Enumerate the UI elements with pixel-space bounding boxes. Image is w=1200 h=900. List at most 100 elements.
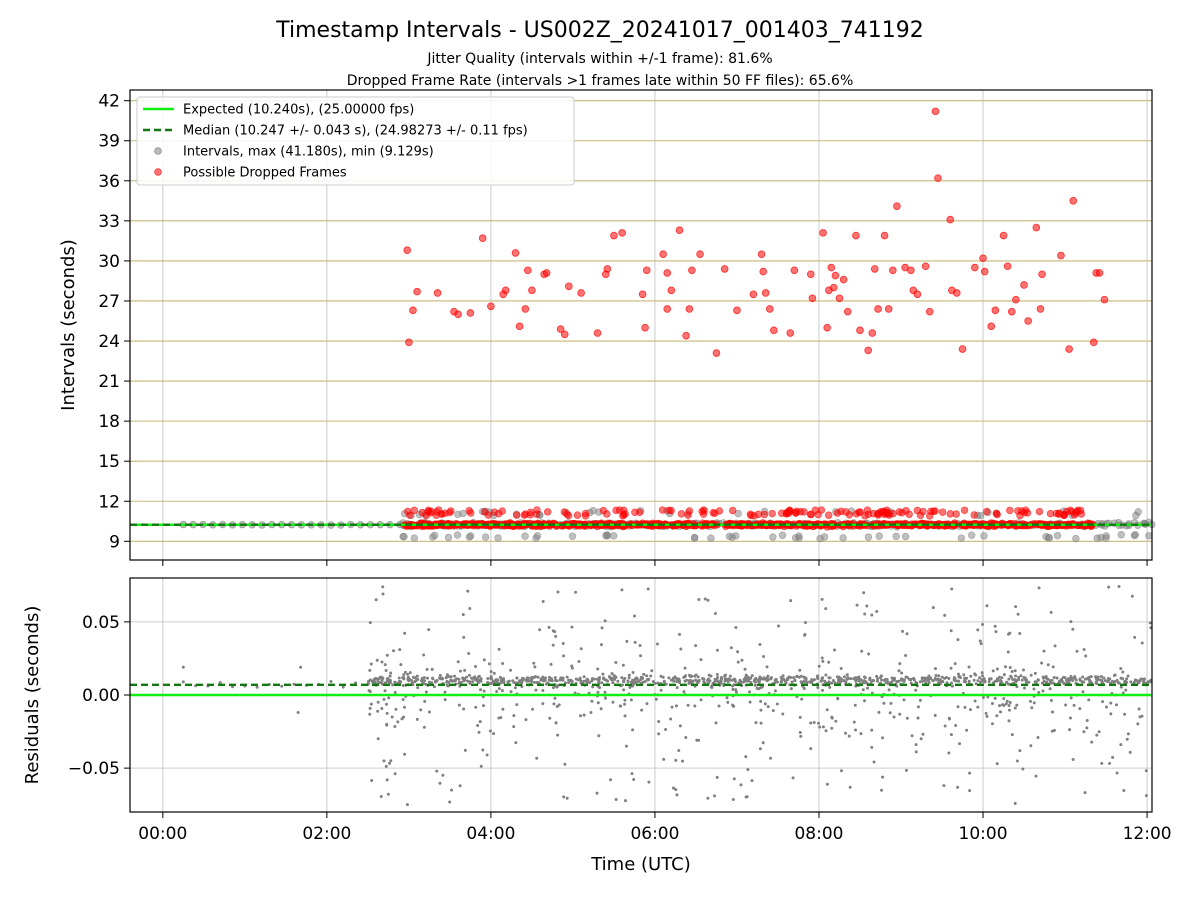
residual-point-171 xyxy=(482,689,486,693)
residual-point-84 xyxy=(862,591,866,595)
xtick-label-6: 12:00 xyxy=(1123,824,1172,844)
dropped-band-point-1272 xyxy=(1071,509,1080,517)
residual-point-1141 xyxy=(513,686,517,690)
residual-point-1175 xyxy=(974,682,978,686)
residual-point-493 xyxy=(1100,761,1104,765)
residual-point-105 xyxy=(1136,722,1140,726)
residual-point-1409 xyxy=(402,677,406,681)
residual-point-1092 xyxy=(650,669,654,673)
residual-point-1410 xyxy=(818,725,822,729)
residual-point-798 xyxy=(976,628,980,632)
residual-point-1341 xyxy=(697,597,701,601)
residual-point-1458 xyxy=(763,702,767,706)
residual-point-625 xyxy=(596,690,600,694)
residual-point-971 xyxy=(393,690,397,694)
x-axis-label: Time (UTC) xyxy=(590,854,691,875)
residual-point-1441 xyxy=(419,679,423,683)
residual-point-1071 xyxy=(567,678,571,682)
residual-point-305 xyxy=(845,673,849,677)
residual-point-822 xyxy=(489,675,493,679)
residual-point-151 xyxy=(1125,737,1129,741)
intervals-grid xyxy=(130,90,1152,560)
residual-point-1126 xyxy=(616,679,620,683)
residual-point-241 xyxy=(916,705,920,709)
residual-point-506 xyxy=(830,681,834,685)
residual-point-1146 xyxy=(482,658,486,662)
residual-point-727 xyxy=(1020,678,1024,682)
residual-point-655 xyxy=(1137,707,1141,711)
residual-point-9 xyxy=(292,682,296,686)
residual-point-307 xyxy=(532,661,536,665)
dropped-frame-40 xyxy=(712,349,721,357)
residual-point-435 xyxy=(898,662,902,666)
residual-point-1332 xyxy=(857,679,861,683)
residual-point-178 xyxy=(669,717,673,721)
residual-point-988 xyxy=(614,797,618,801)
dropped-band-point-1265 xyxy=(927,507,935,516)
dropped-band-point-1199 xyxy=(754,510,763,519)
residual-point-1319 xyxy=(1112,680,1116,684)
residual-point-1288 xyxy=(1014,674,1018,678)
residual-point-231 xyxy=(514,741,518,745)
residual-point-986 xyxy=(368,706,372,710)
residual-point-395 xyxy=(1130,594,1134,598)
residual-point-121 xyxy=(769,756,773,760)
interval-point-229 xyxy=(494,534,502,542)
residual-point-1500 xyxy=(795,674,799,678)
dropped-frame-32 xyxy=(663,305,672,313)
residual-point-1048 xyxy=(695,738,699,742)
residual-point-464 xyxy=(696,675,700,679)
residual-point-1405 xyxy=(980,678,984,682)
residual-point-1307 xyxy=(646,677,650,681)
residual-point-1388 xyxy=(708,679,712,683)
residual-point-921 xyxy=(482,704,486,708)
legend-intervals-swatch xyxy=(154,147,162,155)
residual-point-729 xyxy=(477,675,481,679)
residual-point-1514 xyxy=(1125,677,1129,681)
residual-point-801 xyxy=(457,703,461,707)
residual-point-488 xyxy=(1037,690,1041,694)
residual-point-160 xyxy=(748,690,752,694)
residual-point-778 xyxy=(972,678,976,682)
residual-point-1468 xyxy=(715,673,719,677)
dropped-frame-87 xyxy=(987,322,996,331)
residual-point-1209 xyxy=(1117,585,1121,589)
residual-point-696 xyxy=(956,785,960,789)
dropped-band-point-1038 xyxy=(495,509,503,518)
residual-point-1366 xyxy=(1034,774,1038,778)
residual-point-1093 xyxy=(543,678,547,682)
residual-point-222 xyxy=(512,714,516,718)
residual-point-221 xyxy=(905,632,909,636)
dropped-frame-95 xyxy=(1032,223,1041,232)
residual-point-46 xyxy=(574,590,578,594)
residual-point-203 xyxy=(843,675,847,679)
residual-point-667 xyxy=(820,597,824,601)
residual-point-365 xyxy=(463,748,467,752)
residual-point-353 xyxy=(1124,688,1128,692)
residual-point-318 xyxy=(614,660,618,664)
residual-point-1487 xyxy=(547,678,551,682)
residual-point-555 xyxy=(449,675,453,679)
residual-point-586 xyxy=(1068,728,1072,732)
residual-point-1470 xyxy=(973,672,977,676)
interval-point-235 xyxy=(732,532,740,540)
residual-point-782 xyxy=(443,698,447,702)
intervals-ytick-label-1: 12 xyxy=(98,492,120,512)
residual-point-380 xyxy=(448,800,452,804)
residual-point-1194 xyxy=(732,704,736,708)
residual-point-77 xyxy=(725,696,729,700)
residual-point-458 xyxy=(863,612,867,616)
residual-point-572 xyxy=(598,675,602,679)
residual-point-861 xyxy=(716,675,720,679)
residual-point-899 xyxy=(1002,703,1006,707)
residual-point-969 xyxy=(672,679,676,683)
residual-point-1121 xyxy=(579,679,583,683)
residual-point-1291 xyxy=(1029,673,1033,677)
dropped-frame-90 xyxy=(1003,262,1012,271)
residual-point-1377 xyxy=(678,724,682,728)
residual-point-623 xyxy=(855,603,859,607)
residual-point-1136 xyxy=(863,699,867,703)
residual-point-692 xyxy=(1003,665,1007,669)
residual-point-1286 xyxy=(553,676,557,680)
residual-point-471 xyxy=(645,702,649,706)
